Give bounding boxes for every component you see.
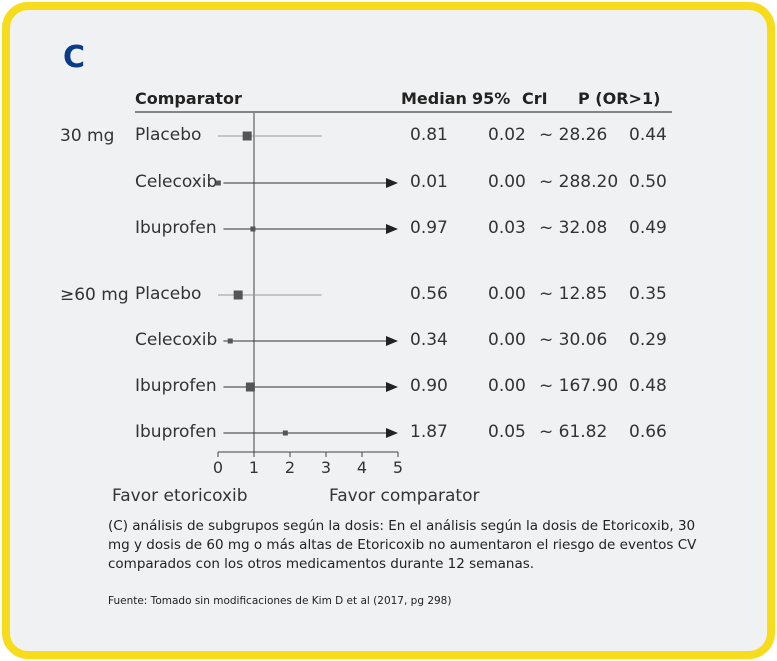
header-median: Median xyxy=(401,89,467,108)
row-p: 0.48 xyxy=(629,376,667,396)
median-marker xyxy=(282,430,288,436)
median-marker xyxy=(245,382,255,392)
row-upper: ~ 28.26 xyxy=(539,125,608,145)
row-median: 0.01 xyxy=(410,172,448,192)
median-marker xyxy=(227,338,233,344)
row-lower: 0.00 xyxy=(488,376,526,396)
median-marker xyxy=(215,180,221,186)
row-comparator-label: Celecoxib xyxy=(135,330,218,350)
median-marker xyxy=(242,131,252,141)
panel-letter: C xyxy=(63,40,86,75)
header-comparator: Comparator xyxy=(135,89,242,108)
row-upper: ~ 12.85 xyxy=(539,284,608,304)
median-marker xyxy=(250,226,256,232)
x-tick-label: 5 xyxy=(393,458,403,477)
x-tick-label: 2 xyxy=(285,458,295,477)
ci-arrow xyxy=(386,382,398,392)
row-median: 0.90 xyxy=(410,376,448,396)
group-label-30mg: 30 mg xyxy=(60,126,115,146)
favor-etoricoxib-label: Favor etoricoxib xyxy=(112,486,248,506)
row-median: 0.56 xyxy=(410,284,448,304)
row-median: 1.87 xyxy=(410,422,448,442)
header-crl: CrI xyxy=(522,89,548,108)
x-tick-label: 4 xyxy=(357,458,367,477)
row-upper: ~ 32.08 xyxy=(539,218,608,238)
row-p: 0.66 xyxy=(629,422,667,442)
row-lower: 0.00 xyxy=(488,172,526,192)
header-ci: 95% xyxy=(472,89,511,108)
ci-arrow xyxy=(386,336,398,346)
row-p: 0.49 xyxy=(629,218,667,238)
row-lower: 0.00 xyxy=(488,330,526,350)
row-comparator-label: Ibuprofen xyxy=(135,422,217,442)
ci-arrow xyxy=(386,178,398,188)
row-p: 0.35 xyxy=(629,284,667,304)
header-p: P (OR>1) xyxy=(578,89,661,108)
row-lower: 0.02 xyxy=(488,125,526,145)
ci-arrow xyxy=(386,428,398,438)
x-tick-label: 1 xyxy=(249,458,259,477)
row-median: 0.34 xyxy=(410,330,448,350)
row-lower: 0.03 xyxy=(488,218,526,238)
row-comparator-label: Celecoxib xyxy=(135,172,218,192)
favor-comparator-label: Favor comparator xyxy=(329,486,480,506)
x-tick-label: 3 xyxy=(321,458,331,477)
row-p: 0.44 xyxy=(629,125,667,145)
row-p: 0.29 xyxy=(629,330,667,350)
row-lower: 0.05 xyxy=(488,422,526,442)
row-upper: ~ 288.20 xyxy=(539,172,619,192)
row-upper: ~ 30.06 xyxy=(539,330,608,350)
row-upper: ~ 167.90 xyxy=(539,376,619,396)
row-comparator-label: Placebo xyxy=(135,284,202,304)
row-median: 0.81 xyxy=(410,125,448,145)
x-tick-label: 0 xyxy=(213,458,223,477)
row-upper: ~ 61.82 xyxy=(539,422,608,442)
row-p: 0.50 xyxy=(629,172,667,192)
row-comparator-label: Ibuprofen xyxy=(135,376,217,396)
group-label-60mg: ≥60 mg xyxy=(60,285,129,305)
figure-caption: (C) análisis de subgrupos según la dosis… xyxy=(108,518,697,572)
row-comparator-label: Ibuprofen xyxy=(135,218,217,238)
row-lower: 0.00 xyxy=(488,284,526,304)
row-comparator-label: Placebo xyxy=(135,125,202,145)
median-marker xyxy=(233,290,243,300)
row-median: 0.97 xyxy=(410,218,448,238)
ci-arrow xyxy=(386,224,398,234)
figure-source: Fuente: Tomado sin modificaciones de Kim… xyxy=(108,595,452,607)
